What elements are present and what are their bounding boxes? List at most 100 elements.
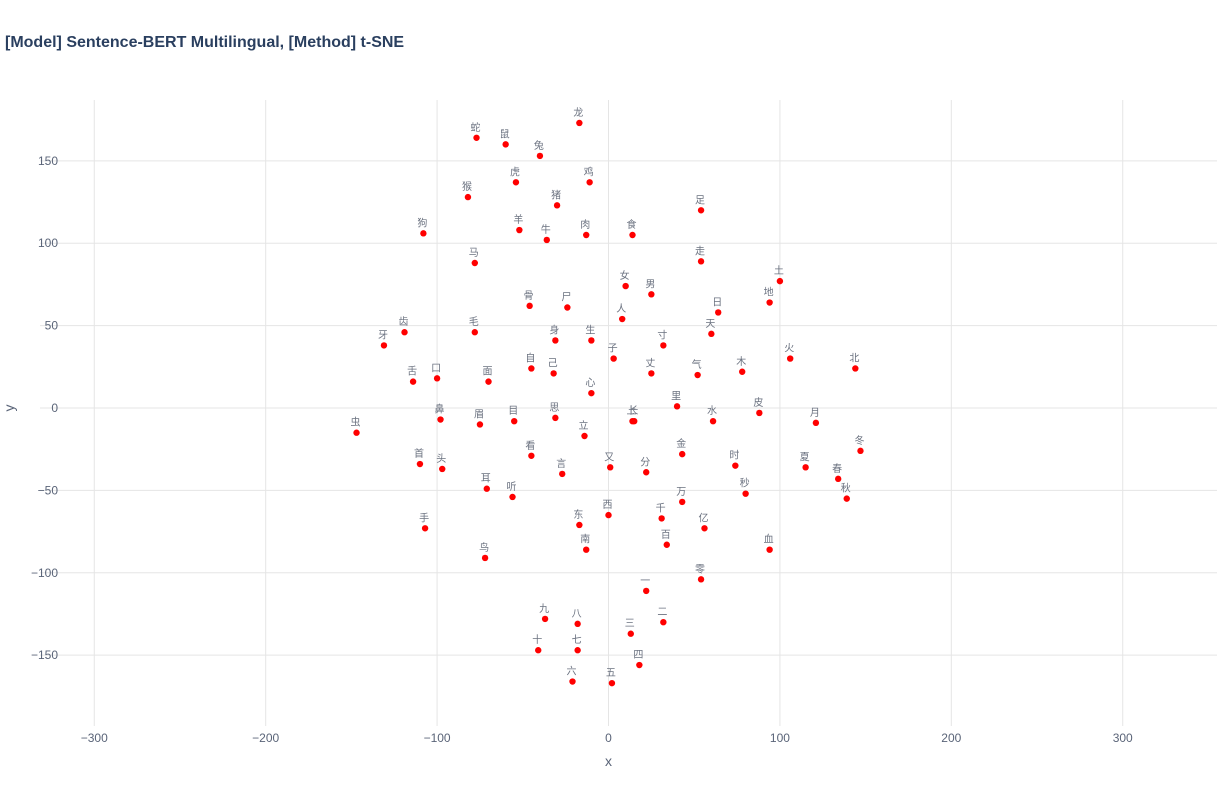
scatter-point bbox=[588, 337, 595, 344]
point-label: 耳 bbox=[481, 473, 491, 485]
scatter-point bbox=[409, 378, 417, 385]
scatter-point bbox=[512, 179, 520, 186]
scatter-point bbox=[581, 432, 588, 440]
scatter-point bbox=[574, 620, 581, 628]
scatter-point bbox=[697, 258, 705, 265]
scatter-point bbox=[535, 647, 542, 654]
scatter-point bbox=[353, 429, 360, 436]
point-label: 手 bbox=[419, 511, 429, 524]
point-label: 秋 bbox=[841, 482, 851, 495]
point-label: 立 bbox=[579, 419, 589, 432]
point-label: 北 bbox=[849, 352, 859, 364]
point-label: 九 bbox=[539, 603, 549, 615]
scatter-point bbox=[660, 342, 667, 349]
scatter-point bbox=[586, 179, 593, 186]
point-label: 鼠 bbox=[500, 127, 510, 140]
point-label: 水 bbox=[707, 405, 717, 417]
scatter-point bbox=[627, 630, 634, 637]
scatter-point bbox=[483, 485, 490, 492]
point-label: 分 bbox=[640, 456, 650, 468]
x-tick-label: 300 bbox=[1113, 731, 1133, 745]
point-label: 眉 bbox=[474, 408, 484, 420]
point-label: 零 bbox=[695, 563, 705, 575]
scatter-point bbox=[843, 495, 850, 502]
point-label: 上 bbox=[626, 405, 636, 417]
scatter-point bbox=[776, 277, 784, 285]
point-label: 面 bbox=[483, 367, 493, 378]
scatter-point bbox=[709, 417, 717, 425]
point-label: 气 bbox=[692, 358, 702, 371]
point-label: 牙 bbox=[378, 329, 388, 341]
point-label: 口 bbox=[431, 363, 441, 374]
point-label: 首 bbox=[414, 447, 424, 460]
y-tick-label: 0 bbox=[51, 401, 58, 415]
point-label: 自 bbox=[525, 351, 535, 364]
scatter-point bbox=[553, 202, 561, 209]
point-label: 天 bbox=[705, 319, 715, 330]
point-label: 齿 bbox=[399, 316, 409, 328]
scatter-point bbox=[528, 452, 535, 459]
point-label: 头 bbox=[436, 453, 446, 465]
point-label: 百 bbox=[661, 529, 671, 541]
scatter-point bbox=[766, 299, 773, 306]
point-label: 狗 bbox=[417, 216, 427, 229]
y-axis-title: y bbox=[1, 405, 17, 412]
scatter-point bbox=[433, 375, 441, 382]
point-label: 心 bbox=[585, 377, 595, 389]
scatter-point bbox=[502, 141, 509, 148]
scatter-point bbox=[607, 464, 614, 471]
scatter-point bbox=[511, 417, 518, 425]
scatter-point bbox=[605, 511, 612, 519]
scatter-point bbox=[834, 475, 842, 483]
scatter-point bbox=[852, 365, 859, 372]
scatter-point bbox=[697, 576, 705, 583]
y-tick-label: 150 bbox=[38, 154, 58, 168]
point-label: 二 bbox=[657, 607, 667, 618]
scatter-point bbox=[526, 302, 533, 310]
point-label: 生 bbox=[585, 323, 595, 336]
scatter-point bbox=[588, 389, 595, 397]
y-tick-label: −150 bbox=[31, 648, 58, 662]
point-label: 地 bbox=[764, 286, 774, 299]
point-label: 足 bbox=[695, 194, 705, 206]
scatter-point bbox=[543, 236, 550, 244]
point-label: 金 bbox=[676, 437, 686, 450]
point-label: 己 bbox=[548, 358, 558, 369]
point-label: 亿 bbox=[698, 511, 708, 524]
scatter-point bbox=[708, 330, 715, 338]
chart-title: [Model] Sentence-BERT Multilingual, [Met… bbox=[5, 34, 405, 51]
scatter-point bbox=[437, 416, 444, 423]
y-tick-label: −100 bbox=[31, 566, 58, 580]
point-label: 鸡 bbox=[584, 165, 594, 178]
scatter-point bbox=[658, 515, 665, 522]
x-gridlines bbox=[93, 100, 1124, 726]
scatter-point bbox=[421, 525, 429, 532]
point-label: 五 bbox=[606, 668, 616, 679]
point-label: 虫 bbox=[351, 417, 361, 429]
x-tick-label: −300 bbox=[81, 731, 108, 745]
scatter-point bbox=[564, 304, 571, 311]
point-label: 东 bbox=[573, 508, 583, 521]
point-label: 冬 bbox=[854, 434, 864, 447]
x-tick-label: −100 bbox=[424, 731, 451, 745]
scatter-point bbox=[509, 493, 516, 501]
scatter-point bbox=[697, 207, 705, 214]
x-tick-label: 100 bbox=[770, 731, 790, 745]
scatter-point bbox=[476, 421, 484, 428]
point-label: 男 bbox=[645, 278, 655, 290]
scatter-point bbox=[679, 450, 686, 458]
scatter-point bbox=[629, 231, 636, 239]
scatter-point bbox=[552, 337, 559, 344]
point-label: 言 bbox=[556, 457, 566, 470]
point-label: 一 bbox=[640, 576, 650, 587]
point-label: 秒 bbox=[740, 477, 750, 490]
point-label: 尸 bbox=[561, 291, 571, 303]
data-points bbox=[353, 119, 864, 687]
point-label: 南 bbox=[580, 533, 590, 546]
point-label: 人 bbox=[616, 303, 626, 315]
point-label: 龙 bbox=[573, 106, 583, 119]
scatter-point bbox=[715, 309, 722, 316]
point-label: 羊 bbox=[513, 213, 523, 226]
point-label: 肉 bbox=[580, 218, 590, 231]
x-tick-label: −200 bbox=[252, 731, 279, 745]
